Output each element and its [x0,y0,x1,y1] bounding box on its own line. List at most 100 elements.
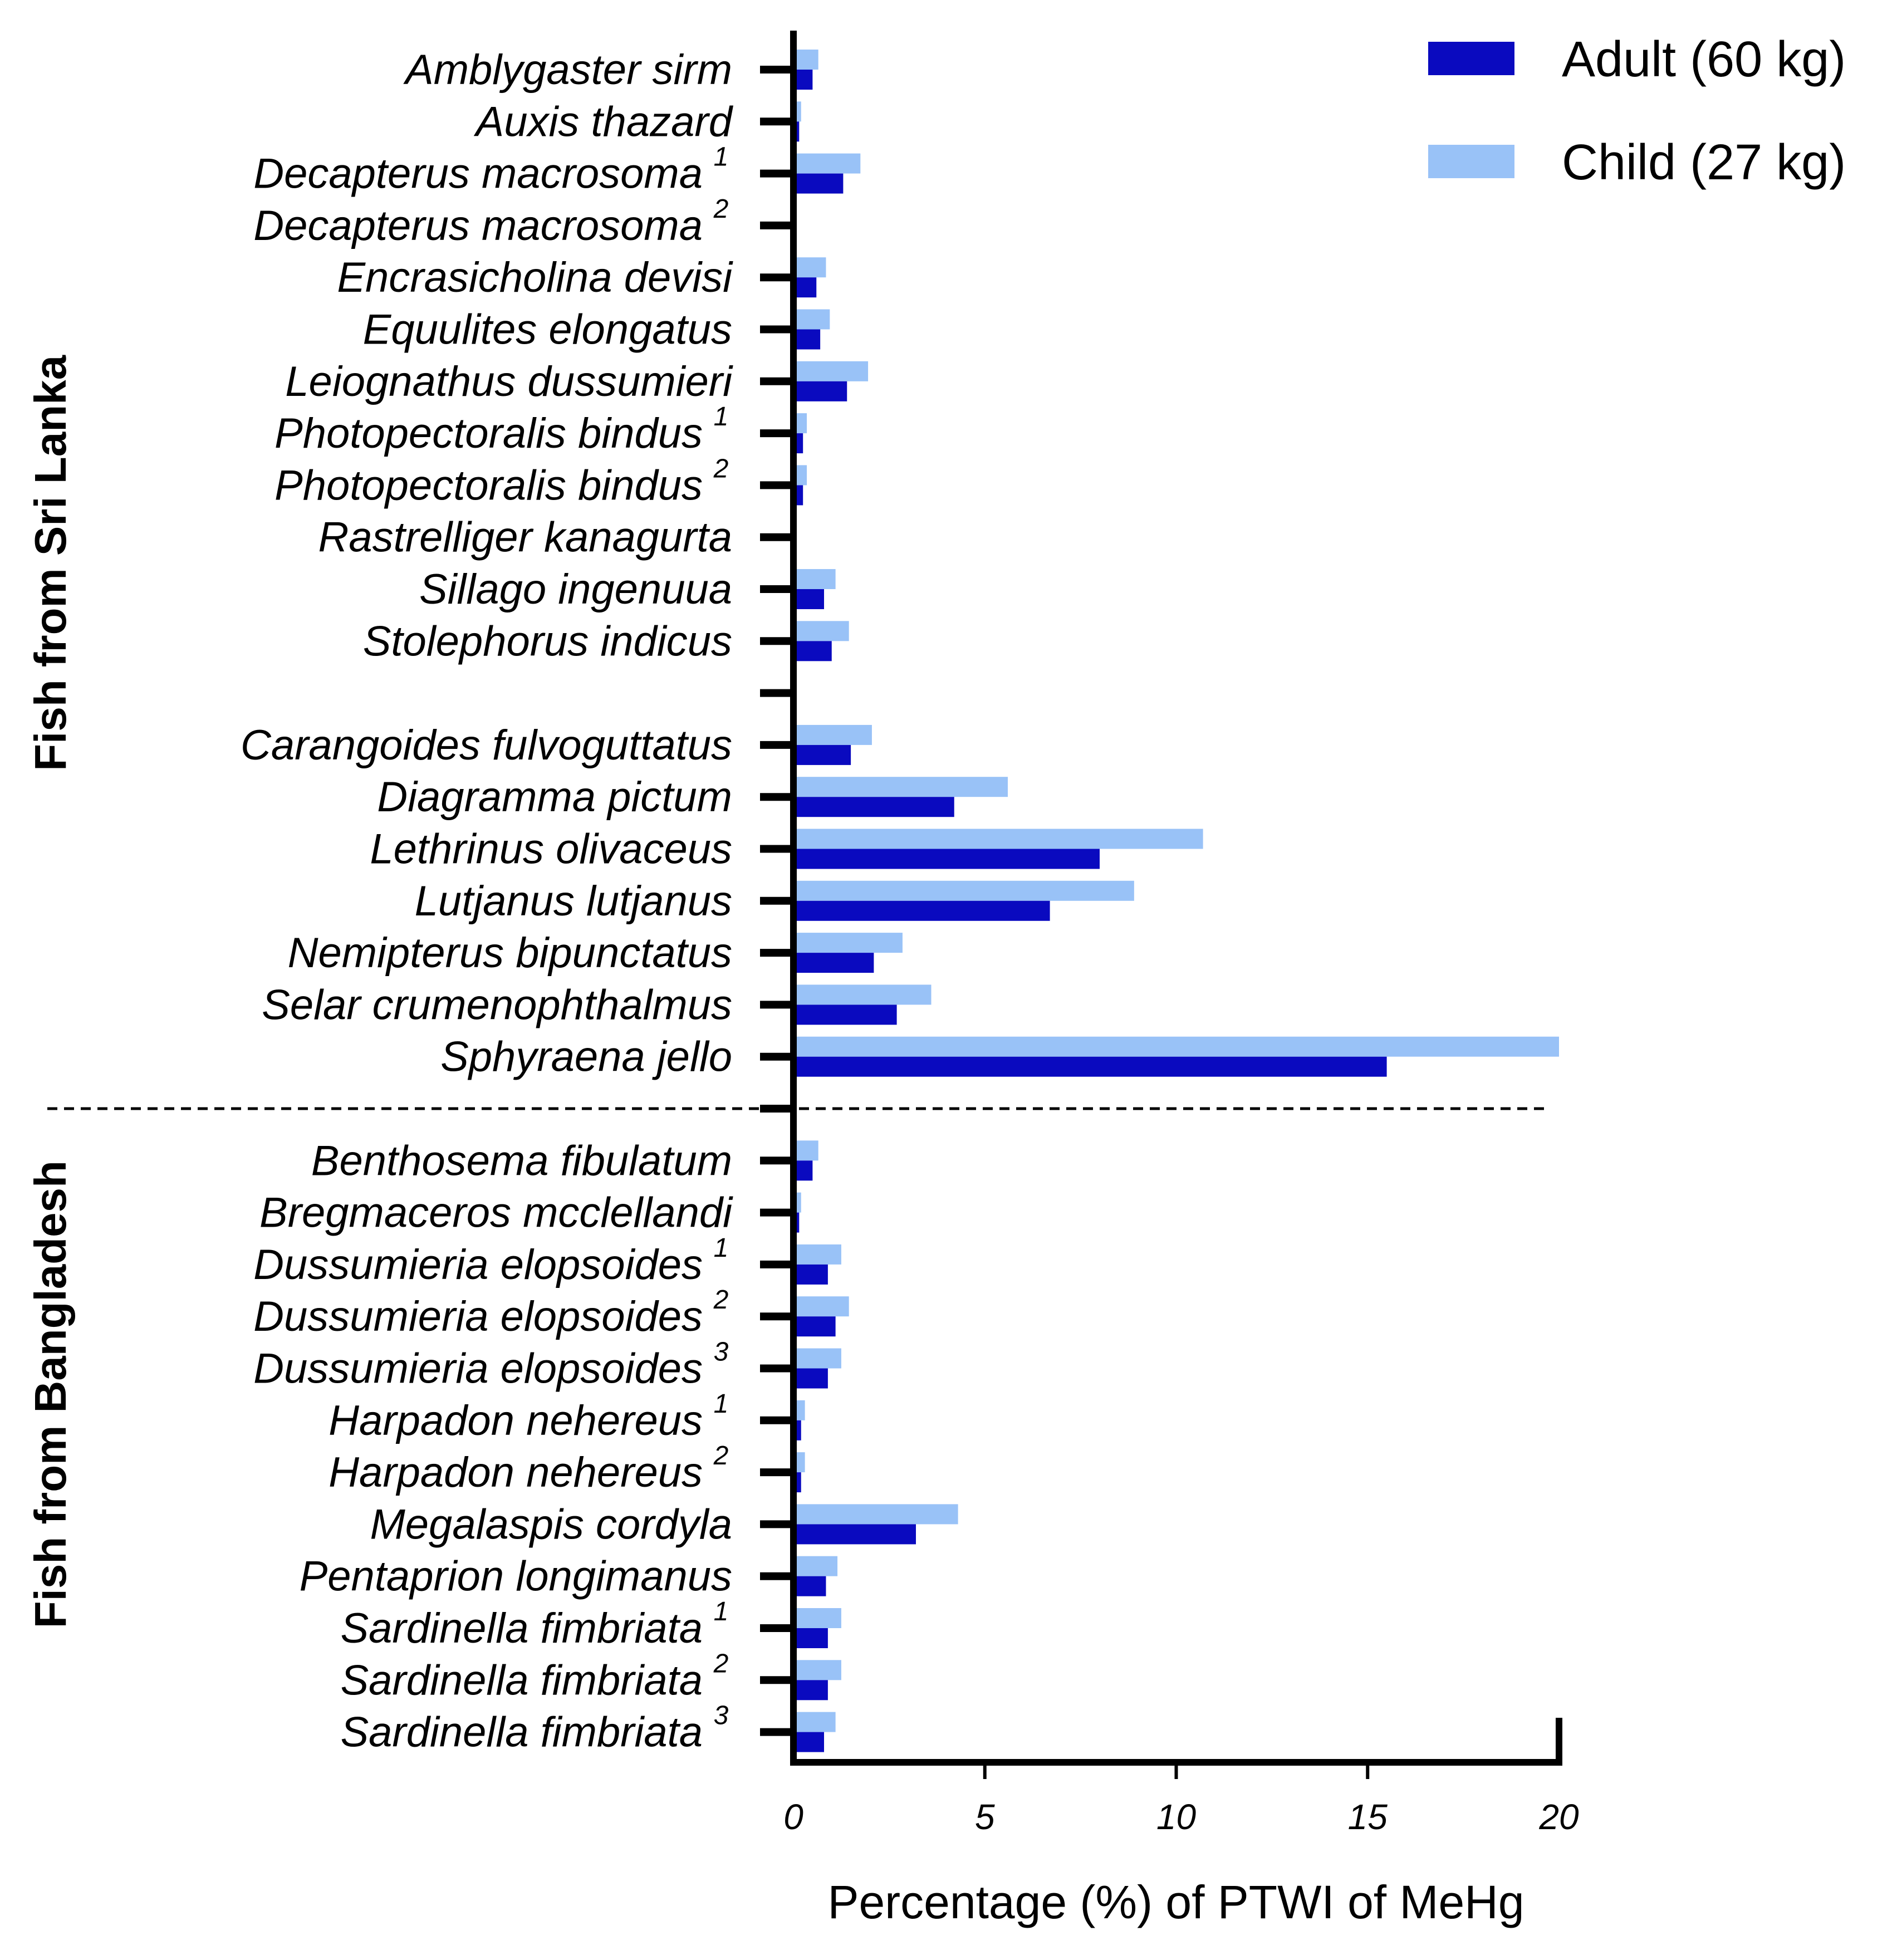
bar-adult [793,1680,828,1701]
bar-adult [793,329,821,350]
category-label: Nemipterus bipunctatus [288,929,732,977]
category-label: Sardinella fimbriata [340,1605,703,1652]
bar-child [793,1660,841,1680]
category-label: Decapterus macrosoma [253,150,703,198]
bar-adult [793,1576,826,1596]
bar-child [793,621,849,641]
category-label: Decapterus macrosoma [253,202,703,249]
category-label: Sardinella fimbriata [340,1709,703,1756]
bar-adult [793,1628,828,1648]
category-label: Leiognathus dussumieri [285,358,733,405]
bar-child [793,880,1134,901]
category-label: Dussumieria elopsoides [253,1241,703,1288]
category-superscript: 1 [714,143,729,172]
legend: Adult (60 kg) Child (27 kg) [1428,32,1846,190]
category-superscript: 1 [714,1597,729,1626]
bar-adult [793,1368,828,1389]
bar-adult [793,900,1050,921]
group-labels-layer: Fish from Sri Lanka Fish from Bangladesh [26,355,75,1628]
bar-child [793,569,836,589]
bar-child [793,153,861,174]
category-label: Sardinella fimbriata [340,1657,703,1704]
category-label: Dussumieria elopsoides [253,1345,703,1393]
category-label: Auxis thazard [474,98,734,145]
x-tick-label: 0 [783,1797,803,1837]
category-label: Selar crumenophthalmus [262,981,732,1028]
bar-child [793,1556,838,1576]
category-superscript: 1 [714,1233,729,1263]
category-label: Stolephorus indicus [363,618,732,665]
bar-adult [793,173,844,194]
x-tick-label: 10 [1156,1797,1197,1837]
category-superscript: 2 [713,194,729,224]
x-tick-label: 5 [975,1797,995,1837]
category-superscript: 3 [714,1701,729,1731]
bar-adult [793,744,851,765]
bar-child [793,1244,841,1265]
bar-adult [793,1264,828,1285]
bar-child [793,257,826,278]
bar-adult [793,797,954,817]
x-tick-label: 20 [1538,1797,1579,1837]
category-label: Encrasicholina devisi [337,254,733,301]
bar-child [793,984,932,1005]
category-label: Benthosema fibulatum [311,1137,732,1184]
category-label: Photopectoralis bindus [274,410,703,457]
category-superscript: 1 [714,1389,729,1419]
category-superscript: 2 [713,1649,729,1678]
x-axis-title: Percentage (%) of PTWI of MeHg [827,1876,1524,1928]
bar-adult [793,849,1100,869]
category-label: Megalaspis cordyla [370,1501,732,1548]
bar-child [793,724,872,745]
bar-adult [793,589,824,609]
bar-child [793,1140,818,1161]
category-superscript: 3 [714,1337,729,1367]
category-superscript: 2 [713,454,729,483]
bar-child [793,361,869,381]
bar-child [793,1348,841,1369]
bar-adult [793,641,832,661]
bar-child [793,1036,1559,1057]
bar-child [793,50,818,70]
bar-child [793,777,1008,797]
group-label: Fish from Sri Lanka [26,355,75,771]
category-label: Harpadon nehereus [329,1449,703,1496]
legend-label: Child (27 kg) [1562,135,1846,190]
legend-swatch [1428,145,1514,178]
bar-adult [793,1524,916,1545]
group-label: Fish from Bangladesh [26,1160,75,1628]
legend-label: Adult (60 kg) [1562,32,1846,87]
bar-adult [793,277,817,298]
bar-child [793,1504,958,1525]
category-superscript: 2 [713,1285,729,1315]
bar-child [793,309,830,330]
bar-adult [793,953,874,973]
bar-child [793,1608,841,1628]
legend-swatch [1428,42,1514,75]
category-label: Bregmaceros mcclellandi [259,1189,733,1237]
bar-child [793,1296,849,1317]
category-superscript: 1 [714,402,729,432]
category-label: Photopectoralis bindus [274,462,703,509]
category-label: Sillago ingenuua [419,566,732,613]
category-label: Sphyraena jello [440,1033,732,1081]
category-label: Diagramma pictum [377,773,732,821]
bar-child [793,933,903,953]
bar-adult [793,381,847,401]
x-tick-label: 15 [1348,1797,1388,1837]
bars-layer [793,50,1559,1752]
category-label: Equulites elongatus [363,306,732,354]
category-label: Dussumieria elopsoides [253,1293,703,1340]
bar-adult [793,1004,897,1025]
y-ticks-layer [760,66,793,1736]
bar-adult [793,1732,824,1752]
category-label: Lethrinus olivaceus [370,826,732,873]
category-label: Pentaprion longimanus [300,1553,732,1600]
category-superscript: 2 [713,1441,729,1471]
bar-child [793,1712,836,1732]
x-axis: 0 5 10 15 20 [783,1718,1579,1837]
bar-child [793,829,1203,849]
category-label: Rastrelliger kanagurta [318,514,733,561]
